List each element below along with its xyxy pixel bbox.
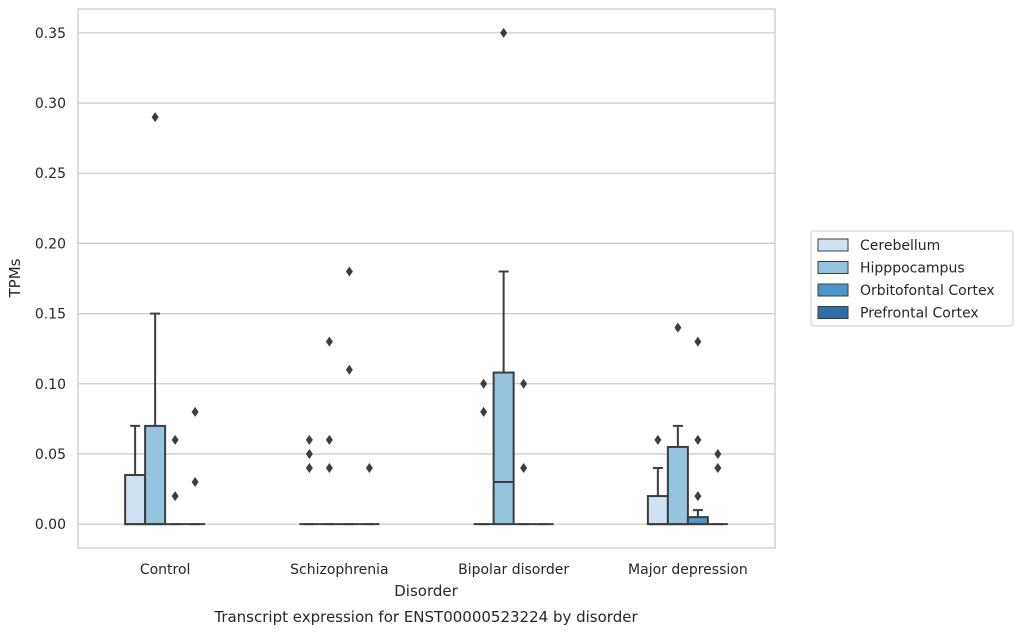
outlier-point <box>480 406 488 417</box>
outlier-point <box>305 434 313 445</box>
y-tick-label: 0.20 <box>35 236 66 252</box>
outlier-point <box>191 477 199 488</box>
box-3-3 <box>707 448 728 526</box>
outlier-point <box>325 462 333 473</box>
y-tick-label: 0.05 <box>35 447 66 463</box>
box-3-2 <box>686 336 709 526</box>
x-axis-title: Disorder <box>394 582 458 600</box>
outlier-point <box>674 322 682 333</box>
outlier-point <box>325 336 333 347</box>
legend-items: Cerebellum Hipppocampus Orbitofontal Corte… <box>817 238 995 322</box>
box-body <box>666 445 689 526</box>
y-tick-label: 0.30 <box>35 96 66 112</box>
legend-swatch <box>817 283 849 297</box>
box-0-3 <box>185 406 206 526</box>
outlier-point <box>365 462 373 473</box>
y-tick-labels: 0.00 0.05 0.10 0.15 0.20 0.25 0.30 0.35 <box>35 26 66 533</box>
box-2-0 <box>473 378 494 526</box>
box-1-1 <box>319 336 340 526</box>
plot-frame <box>77 8 776 549</box>
outlier-point <box>520 378 528 389</box>
outlier-point <box>714 448 722 459</box>
box-0-2 <box>165 434 186 526</box>
box-body <box>686 516 709 526</box>
box-0-0 <box>124 424 147 526</box>
box-0-1 <box>144 112 167 526</box>
x-tick-label: Schizophrenia <box>290 562 388 578</box>
outlier-point <box>151 112 159 123</box>
outlier-point <box>654 434 662 445</box>
legend-swatch <box>817 306 849 319</box>
outlier-point <box>500 27 508 38</box>
legend-swatch <box>817 261 849 274</box>
outlier-point <box>480 378 488 389</box>
outlier-point <box>171 491 179 502</box>
box-2-1 <box>492 27 515 526</box>
y-tick-label: 0.35 <box>35 26 66 42</box>
legend: Cerebellum Hipppocampus Orbitofontal Corte… <box>810 230 1014 327</box>
outlier-point <box>325 434 333 445</box>
y-axis-title: TPMs <box>6 258 24 298</box>
outlier-point <box>191 406 199 417</box>
box-1-0 <box>299 434 320 526</box>
x-tick-label: Bipolar disorder <box>458 562 569 578</box>
box-3-0 <box>646 434 669 526</box>
box-1-3 <box>359 462 380 526</box>
legend-frame <box>810 230 1014 327</box>
x-tick-labels: Control Schizophrenia Bipolar disorder Majo… <box>140 562 748 578</box>
outlier-point <box>714 462 722 473</box>
outlier-point <box>345 266 353 277</box>
box-body <box>144 424 167 526</box>
chart-caption: Transcript expression for ENST0000052322… <box>213 608 638 626</box>
box-1-2 <box>339 266 360 526</box>
x-tick-label: Control <box>140 562 191 578</box>
legend-label: Hipppocampus <box>860 261 965 277</box>
y-tick-label: 0.15 <box>35 307 66 323</box>
legend-label: Orbitofontal Cortex <box>860 283 995 299</box>
outlier-point <box>520 462 528 473</box>
outlier-point <box>694 336 702 347</box>
box-body <box>124 474 147 526</box>
legend-label: Cerebellum <box>860 238 940 254</box>
y-tick-label: 0.00 <box>35 517 66 533</box>
outlier-point <box>345 364 353 375</box>
legend-label: Prefrontal Cortex <box>860 306 979 322</box>
box-2-2 <box>513 378 534 526</box>
y-tick-label: 0.25 <box>35 166 66 182</box>
outlier-point <box>305 462 313 473</box>
y-tick-label: 0.10 <box>35 377 66 393</box>
gridlines <box>78 32 775 525</box>
outlier-point <box>694 434 702 445</box>
box-body <box>492 371 515 526</box>
legend-swatch <box>817 238 849 252</box>
outlier-point <box>305 448 313 459</box>
outlier-point <box>694 491 702 502</box>
box-3-1 <box>666 322 689 526</box>
outlier-point <box>171 434 179 445</box>
x-tick-label: Major depression <box>628 562 748 578</box>
box-body <box>646 495 669 526</box>
boxes <box>124 27 728 526</box>
